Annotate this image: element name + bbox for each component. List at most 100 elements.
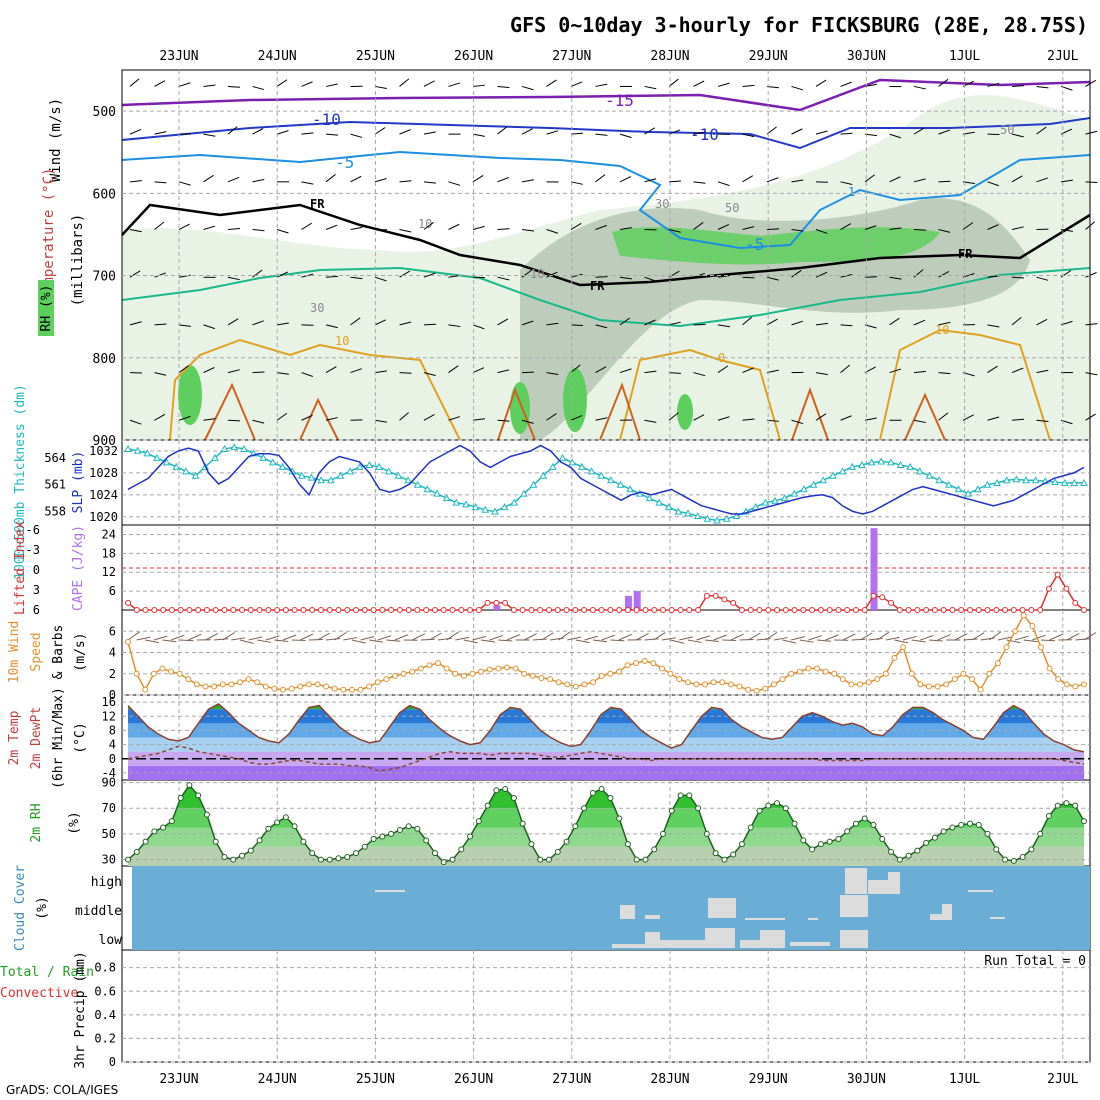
upper-wind-barb xyxy=(791,419,804,425)
upper-wind-barb xyxy=(619,227,632,231)
upper-wind-barb xyxy=(276,322,289,326)
thickness-point xyxy=(703,514,712,522)
thickness-point xyxy=(713,516,721,524)
lifted-index-point xyxy=(212,607,219,613)
li-tick: 6 xyxy=(33,603,40,617)
wind-speed-point xyxy=(202,683,209,690)
lifted-index-point xyxy=(607,607,614,613)
upper-wind-barb xyxy=(301,414,313,421)
wind-speed-point xyxy=(727,681,734,688)
lifted-index-point xyxy=(247,607,254,613)
rh2m-point xyxy=(686,792,693,799)
precip-tick: 0 xyxy=(109,1055,116,1069)
upper-wind-barb xyxy=(1085,323,1098,326)
rh2m-point xyxy=(844,828,851,835)
upper-wind-barb xyxy=(325,83,338,87)
slp-tick: 1020 xyxy=(89,510,118,524)
wind-speed-point xyxy=(650,660,657,667)
lifted-index-point xyxy=(484,599,491,606)
upper-wind-barb xyxy=(252,85,265,91)
pressure-tick: 900 xyxy=(93,434,116,449)
upper-wind-barb xyxy=(742,418,755,421)
upper-wind-barb xyxy=(448,365,459,373)
upper-wind-barb xyxy=(472,225,485,230)
thickness-point xyxy=(269,458,277,466)
lifted-index-point xyxy=(721,596,728,603)
upper-wind-barb xyxy=(693,372,706,377)
rh2m-point xyxy=(309,850,316,857)
lifted-index-point xyxy=(624,607,631,613)
upper-wind-barb xyxy=(497,276,510,281)
wind-speed-point xyxy=(417,665,424,672)
rh2m-point xyxy=(966,820,973,827)
upper-wind-barb xyxy=(889,276,902,280)
isotherm-10 xyxy=(169,338,461,441)
rh2m-point xyxy=(1045,812,1052,819)
upper-wind-barb xyxy=(889,133,902,139)
upper-wind-barb xyxy=(129,78,140,87)
cloud-block xyxy=(645,915,660,919)
upper-wind-barb xyxy=(521,229,534,232)
isotherm-15 xyxy=(904,392,946,441)
rh2m-point xyxy=(1028,846,1035,853)
thickness-point xyxy=(954,485,963,493)
contour-label: 10 xyxy=(418,217,432,231)
thickness-point xyxy=(172,462,181,470)
wind-speed-point xyxy=(1012,628,1019,635)
upper-wind-barb xyxy=(399,372,412,374)
cape-tick: 18 xyxy=(102,546,116,560)
upper-wind-barb xyxy=(374,276,387,282)
lifted-index-point xyxy=(931,607,938,613)
wind-speed-point xyxy=(736,683,743,690)
upper-wind-barb xyxy=(742,226,755,230)
surface-wind-barb xyxy=(239,639,254,644)
upper-wind-barb xyxy=(521,320,534,326)
upper-wind-barb xyxy=(154,181,167,184)
lifted-index-point xyxy=(958,607,965,613)
upper-wind-barb xyxy=(399,412,410,421)
cloud-block xyxy=(745,918,785,920)
wind-speed-point xyxy=(547,676,554,683)
lifted-index-point xyxy=(519,607,526,613)
upper-wind-barb xyxy=(913,229,927,231)
upper-wind-barb xyxy=(840,324,853,327)
upper-wind-barb xyxy=(227,126,238,135)
surface-wind-barb xyxy=(696,635,710,641)
surface-wind-barb xyxy=(877,631,890,641)
rh2m-point xyxy=(633,856,640,863)
upper-wind-barb xyxy=(815,372,828,376)
wind-speed-point xyxy=(133,670,140,677)
wind-speed-point xyxy=(555,679,562,686)
lifted-index-point xyxy=(344,607,351,613)
axis-label-temp: 2m Temp xyxy=(7,710,22,765)
upper-wind-barb xyxy=(521,128,533,135)
wind-speed-point xyxy=(391,672,398,679)
upper-wind-barb xyxy=(668,229,681,233)
wind-speed-point xyxy=(590,679,597,686)
rh2m-point xyxy=(651,846,658,853)
rh2m-point xyxy=(642,856,649,863)
upper-wind-barb xyxy=(1085,372,1098,376)
surface-wind-barb xyxy=(360,636,375,641)
surface-wind-barb xyxy=(868,637,883,641)
precip-tick: 0.6 xyxy=(94,984,116,998)
lifted-index-point xyxy=(616,607,623,613)
thickness-point xyxy=(336,471,345,479)
wind-speed-point xyxy=(357,686,364,693)
axis-label-rh-unit: (%) xyxy=(67,811,82,834)
rh2m-point xyxy=(370,836,377,843)
surface-wind-barb xyxy=(799,639,814,643)
upper-wind-barb xyxy=(815,229,828,234)
upper-wind-barb xyxy=(1036,369,1049,374)
rh2m-point xyxy=(186,782,193,789)
contour-label: 10 xyxy=(530,267,544,281)
surface-wind-barb xyxy=(593,639,608,643)
thickness-point xyxy=(211,453,219,461)
surface-wind-barb xyxy=(971,632,985,641)
rh2m-point xyxy=(1063,800,1070,807)
wind-speed-point xyxy=(142,686,149,693)
surface-wind-barb xyxy=(747,632,761,641)
upper-wind-barb xyxy=(203,84,216,87)
lifted-index-point xyxy=(230,607,237,613)
upper-wind-barb xyxy=(913,178,926,183)
